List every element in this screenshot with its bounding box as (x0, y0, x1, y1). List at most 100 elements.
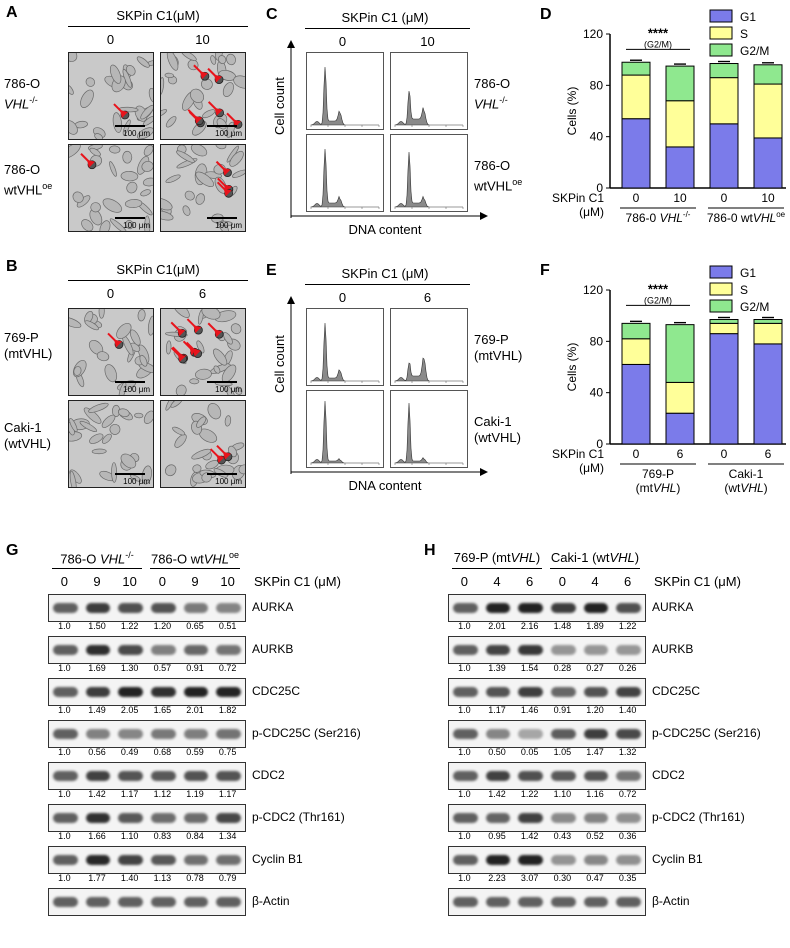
blot-band (453, 728, 478, 740)
panel-c-histogram-1-1 (390, 134, 468, 212)
band-quant: 1.66 (88, 831, 106, 841)
blot-band (216, 896, 241, 908)
cell (190, 88, 205, 103)
cell (192, 464, 202, 473)
cell (190, 145, 208, 157)
dose-label: 10 (122, 574, 137, 589)
band-quant: 1.13 (153, 873, 172, 883)
cell (165, 174, 181, 184)
blot-group-line (52, 568, 142, 569)
legend-label: G2/M (740, 44, 769, 58)
cell (125, 65, 136, 76)
blot-band (453, 812, 478, 824)
band-quant: 0.35 (618, 873, 637, 883)
cell (116, 322, 132, 339)
protein-label: CDC25C (652, 684, 701, 698)
y-axis-label: Cells (%) (565, 343, 579, 392)
cell (143, 145, 153, 157)
band-quant: 1.0 (58, 663, 71, 673)
cell (148, 87, 153, 103)
blot-band (583, 896, 609, 908)
blot-band (216, 644, 241, 656)
category-label: 0 (721, 191, 728, 205)
blot-band (118, 728, 143, 740)
blot-group-line (150, 568, 240, 569)
panel-b-row-0-label: 769-P (mtVHL) (4, 330, 53, 361)
blot-band (216, 602, 241, 614)
panel-b-label: B (6, 258, 18, 275)
blot-band (53, 770, 78, 782)
cell (213, 468, 228, 478)
panel-a-row-0-label: 786-O VHL-/- (4, 76, 41, 112)
cell (124, 199, 143, 209)
cell (165, 464, 177, 477)
blot-band (453, 602, 478, 614)
band-quant: 1.0 (458, 789, 471, 799)
cell (112, 112, 123, 133)
bar-g1 (621, 118, 651, 189)
red-arrow-icon (170, 347, 188, 364)
band-quant: 1.0 (58, 705, 71, 715)
blot-band (216, 812, 241, 824)
blot-strip (48, 720, 246, 748)
cell (134, 412, 144, 419)
cell (69, 145, 81, 159)
legend-label: S (740, 283, 748, 297)
y-tick-label: 40 (590, 386, 604, 400)
red-arrow-icon (207, 67, 224, 85)
blot-band (616, 896, 641, 908)
bar-g2m (665, 324, 695, 383)
cell (231, 169, 245, 178)
cell (137, 309, 146, 322)
group-label: 786-0 VHL-/- (626, 210, 691, 225)
cell (176, 150, 195, 163)
legend-swatch (709, 265, 733, 279)
panel-a-header: SKPin C1(μM) (116, 8, 200, 23)
band-quant: 1.54 (520, 663, 539, 673)
cell (233, 75, 245, 89)
blot-group-line (550, 568, 640, 569)
band-quant: 1.17 (488, 705, 506, 715)
panel-c-ylabel: Cell count (272, 77, 287, 135)
band-quant: 1.89 (586, 621, 604, 631)
dose-unit-label: SKPin C1 (μM) (254, 574, 341, 589)
band-quant: 0.79 (218, 873, 237, 883)
protein-label: AURKB (252, 642, 294, 656)
band-quant: 0.27 (586, 663, 604, 673)
band-quant: 0.05 (520, 747, 539, 757)
band-quant: 0.91 (186, 663, 204, 673)
blot-band (216, 854, 241, 866)
blot-band (518, 812, 543, 824)
band-quant: 1.05 (553, 747, 572, 757)
blot-band (485, 812, 511, 824)
protein-label: CDC25C (252, 684, 301, 698)
red-arrow-icon (186, 318, 203, 335)
blot-band (485, 644, 511, 656)
blot-strip (48, 846, 246, 874)
band-quant: 1.0 (58, 831, 71, 841)
blot-group-label: 786-O VHL-/- (60, 550, 134, 567)
blot-band (485, 602, 511, 614)
band-quant: 1.0 (58, 789, 71, 799)
cell (165, 340, 172, 355)
band-quant: 2.16 (520, 621, 539, 631)
blot-band (53, 812, 78, 824)
group-label: 786-0 wtVHLoe (707, 210, 786, 225)
cell (182, 205, 191, 216)
band-quant: 1.22 (618, 621, 637, 631)
protein-label: p-CDC25C (Ser216) (652, 726, 761, 740)
red-arrow-icon (193, 64, 210, 81)
panel-h-label: H (424, 542, 436, 559)
band-quant: 0.78 (186, 873, 204, 883)
panel-b-col-0: 0 (106, 286, 115, 301)
panel-a-micrograph-1-0: 100 μm (68, 144, 154, 232)
band-quant: 0.36 (618, 831, 637, 841)
blot-strip (48, 888, 246, 916)
red-arrow-icon (207, 101, 225, 118)
cell (118, 408, 130, 418)
cell (144, 215, 151, 231)
cell (104, 364, 118, 383)
cell (126, 181, 138, 194)
cell (94, 133, 103, 139)
band-quant: 2.01 (186, 705, 204, 715)
